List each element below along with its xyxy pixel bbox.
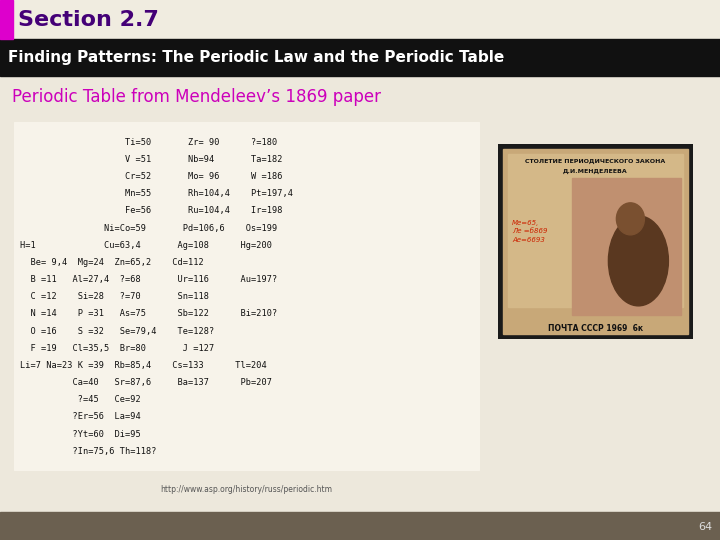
Text: H=1             Cu=63,4       Ag=108      Hg=200: H=1 Cu=63,4 Ag=108 Hg=200 (20, 241, 272, 249)
Text: O =16    S =32   Se=79,4    Te=128?: O =16 S =32 Se=79,4 Te=128? (20, 327, 215, 335)
Text: ?Er=56  La=94: ?Er=56 La=94 (20, 413, 140, 422)
Text: Section 2.7: Section 2.7 (18, 10, 159, 30)
Ellipse shape (616, 203, 644, 235)
Text: http://www.asp.org/history/russ/periodic.htm: http://www.asp.org/history/russ/periodic… (161, 485, 333, 495)
Text: Cr=52       Mo= 96      W =186: Cr=52 Mo= 96 W =186 (20, 172, 282, 181)
Bar (14, 122, 479, 470)
Text: Ca=40   Sr=87,6     Ba=137      Pb=207: Ca=40 Sr=87,6 Ba=137 Pb=207 (20, 378, 272, 387)
Text: Fe=56       Ru=104,4    Ir=198: Fe=56 Ru=104,4 Ir=198 (20, 206, 282, 215)
Bar (0, 0, 13, 39)
Text: СТОЛЕТИЕ ПЕРИОДИЧЕСКОГО ЗАКОНА: СТОЛЕТИЕ ПЕРИОДИЧЕСКОГО ЗАКОНА (526, 159, 665, 164)
Text: V =51       Nb=94       Ta=182: V =51 Nb=94 Ta=182 (20, 155, 282, 164)
Text: ?In=75,6 Th=118?: ?In=75,6 Th=118? (20, 447, 156, 456)
Text: Ti=50       Zr= 90      ?=180: Ti=50 Zr= 90 ?=180 (20, 138, 277, 147)
Text: Periodic Table from Mendeleev’s 1869 paper: Periodic Table from Mendeleev’s 1869 pap… (12, 87, 381, 105)
Text: F =19   Cl=35,5  Br=80       J =127: F =19 Cl=35,5 Br=80 J =127 (20, 344, 215, 353)
Text: ?=45   Ce=92: ?=45 Ce=92 (20, 395, 140, 404)
Bar (503, 148, 688, 334)
Bar (0, 512, 720, 540)
Text: C =12    Si=28   ?=70       Sn=118: C =12 Si=28 ?=70 Sn=118 (20, 292, 209, 301)
Text: ПОЧТА СССР 1969  6к: ПОЧТА СССР 1969 6к (548, 324, 643, 333)
Text: Ме=65,
Ле =б869
Ае=6693: Ме=65, Ле =б869 Ае=6693 (512, 220, 547, 243)
Text: ?Yt=60  Di=95: ?Yt=60 Di=95 (20, 430, 140, 438)
Bar (508, 153, 683, 307)
Text: N =14    P =31   As=75      Sb=122      Bi=210?: N =14 P =31 As=75 Sb=122 Bi=210? (20, 309, 277, 319)
Text: Finding Patterns: The Periodic Law and the Periodic Table: Finding Patterns: The Periodic Law and t… (8, 50, 504, 65)
Text: Mn=55       Rh=104,4    Pt=197,4: Mn=55 Rh=104,4 Pt=197,4 (20, 189, 293, 198)
Text: 64: 64 (698, 522, 712, 531)
Ellipse shape (608, 216, 668, 306)
Bar (0, 0, 720, 39)
Bar (0, 39, 720, 76)
Text: Be= 9,4  Mg=24  Zn=65,2    Cd=112: Be= 9,4 Mg=24 Zn=65,2 Cd=112 (20, 258, 204, 267)
Bar (498, 144, 693, 339)
Text: B =11   Al=27,4  ?=68       Ur=116      Au=197?: B =11 Al=27,4 ?=68 Ur=116 Au=197? (20, 275, 277, 284)
Text: Д.И.МЕНДЕЛЕЕВА: Д.И.МЕНДЕЛЕЕВА (563, 169, 628, 174)
Bar (572, 178, 681, 315)
Text: Li=7 Na=23 K =39  Rb=85,4    Cs=133      Tl=204: Li=7 Na=23 K =39 Rb=85,4 Cs=133 Tl=204 (20, 361, 266, 370)
Text: Ni=Co=59       Pd=106,6    Os=199: Ni=Co=59 Pd=106,6 Os=199 (20, 224, 277, 233)
